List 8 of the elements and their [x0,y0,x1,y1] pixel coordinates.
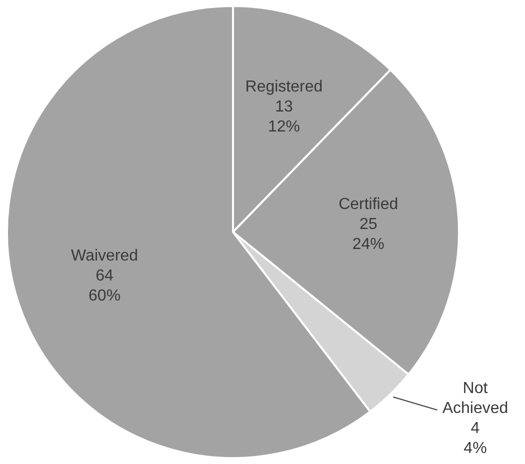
slice-label: Waivered [71,247,138,264]
slice-label: Registered [245,78,323,96]
slice-label: Not Achieved [442,380,508,417]
data-label: 4 4% [464,420,487,457]
data-label: 25 24% [352,216,384,253]
data-label: 13 12% [268,98,300,136]
data-label: 64 60% [88,267,121,304]
slice-label: Certified [338,196,398,213]
